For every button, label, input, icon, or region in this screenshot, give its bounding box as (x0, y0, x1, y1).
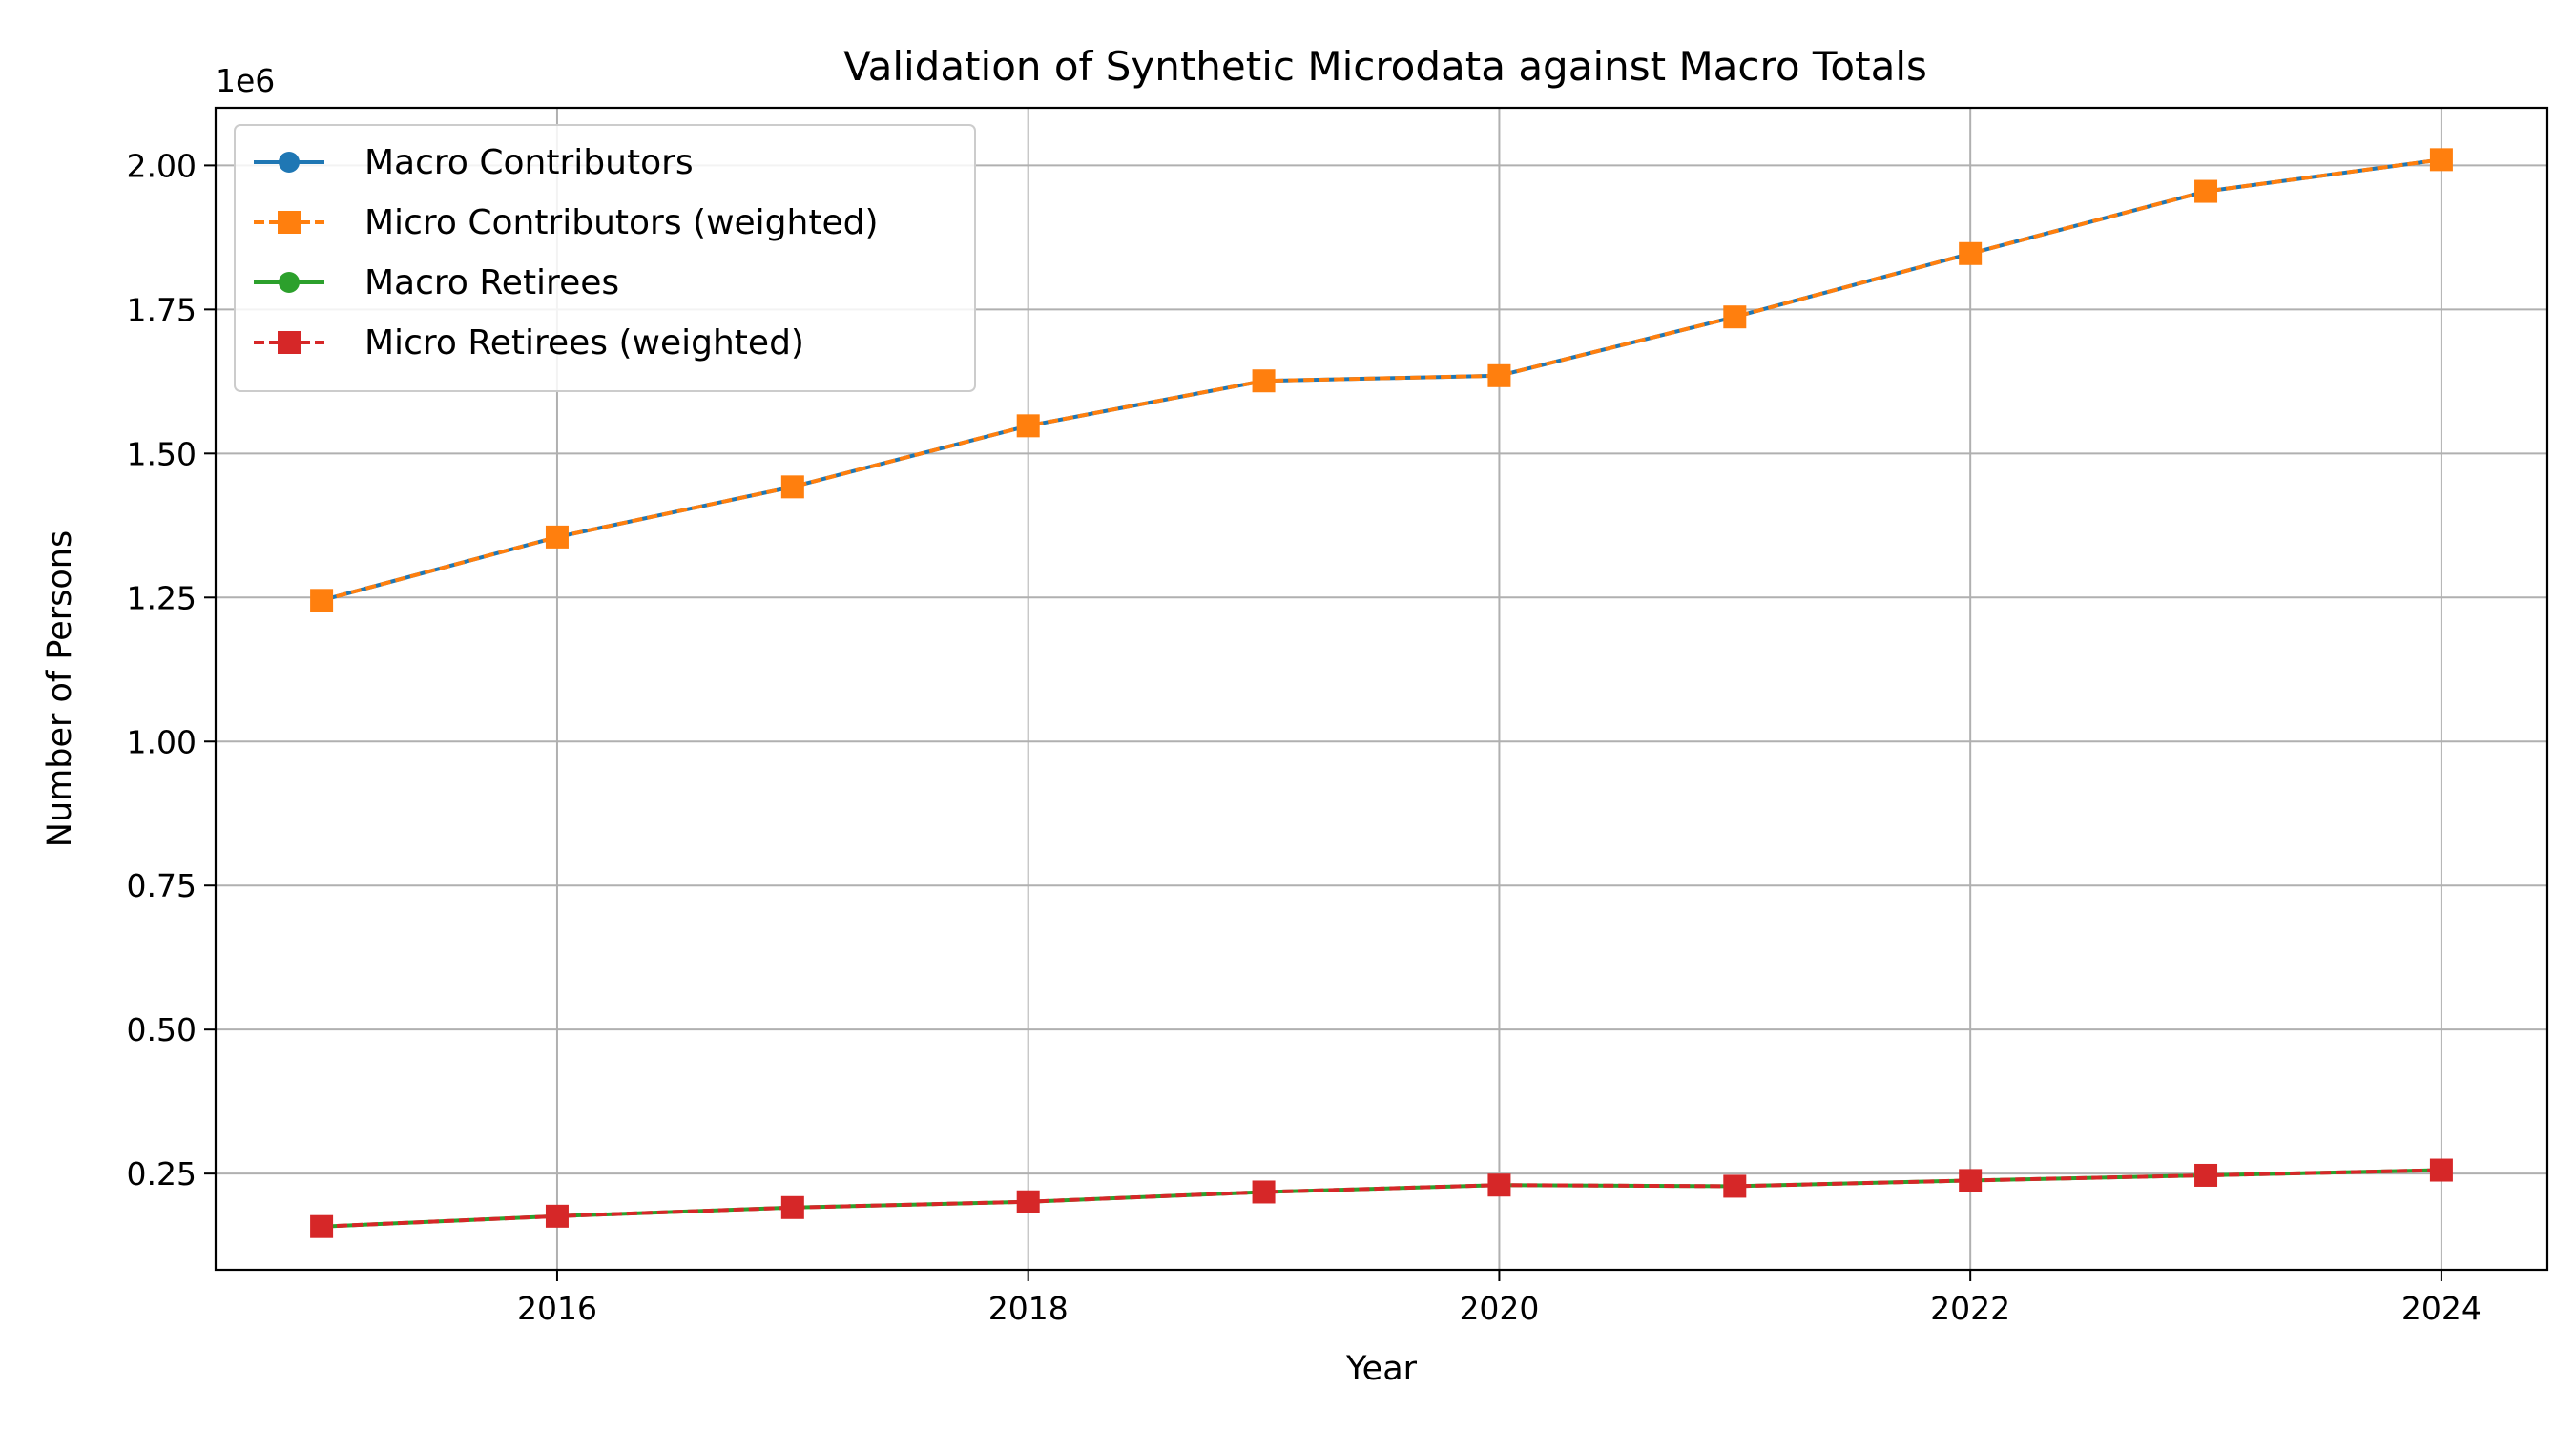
x-tick-label: 2016 (517, 1290, 597, 1327)
data-point (1723, 305, 1747, 329)
data-point (1959, 241, 1983, 265)
legend-entry: Micro Contributors (weighted) (254, 203, 879, 242)
legend-label: Macro Contributors (364, 143, 694, 182)
x-tick-label: 2018 (988, 1290, 1069, 1327)
legend-marker (279, 272, 300, 293)
plot-series (310, 148, 2453, 1238)
data-point (2429, 1158, 2453, 1182)
legend-marker (278, 211, 301, 234)
grid-lines (216, 108, 2547, 1270)
x-axis-ticks: 2016 2018 2020 2022 2024 (517, 1270, 2482, 1327)
legend-marker (278, 331, 301, 354)
chart-title: Validation of Synthetic Microdata agains… (843, 43, 1927, 90)
x-tick-label: 2024 (2401, 1290, 2482, 1327)
x-tick-label: 2020 (1459, 1290, 1539, 1327)
legend-entry: Macro Contributors (254, 143, 694, 182)
legend-label: Macro Retirees (364, 263, 619, 302)
data-point (545, 1204, 569, 1228)
legend-entry: Micro Retirees (weighted) (254, 323, 804, 363)
y-axis-ticks: 0.25 0.50 0.75 1.00 1.25 1.50 1.75 2.00 (127, 147, 216, 1192)
data-point (545, 525, 569, 549)
legend: Macro Contributors Micro Contributors (we… (234, 124, 976, 392)
series-line (322, 1168, 2441, 1229)
data-point (310, 589, 334, 612)
data-point (1487, 1173, 1511, 1197)
data-point (1016, 414, 1040, 438)
legend-label: Micro Retirees (weighted) (364, 323, 804, 363)
y-tick-label: 1.00 (127, 723, 197, 760)
data-point (1959, 1169, 1983, 1192)
legend-marker (279, 152, 300, 173)
data-point (1252, 1180, 1276, 1204)
data-point (780, 475, 804, 499)
data-point (2194, 179, 2218, 203)
data-point (1016, 1190, 1040, 1213)
y-tick-label: 1.25 (127, 579, 197, 616)
data-point (1487, 363, 1511, 387)
data-point (2194, 1163, 2218, 1187)
y-tick-label: 1.75 (127, 291, 197, 328)
series-line (321, 157, 2442, 603)
y-tick-label: 0.25 (127, 1155, 197, 1192)
legend-entry: Macro Retirees (254, 263, 619, 302)
x-tick-label: 2022 (1930, 1290, 2010, 1327)
y-offset-label: 1e6 (216, 62, 275, 99)
plot-area-frame (214, 106, 2549, 1272)
data-point (2429, 148, 2453, 172)
y-tick-label: 2.00 (127, 147, 197, 184)
data-point (1252, 369, 1276, 393)
y-axis-label: Number of Persons (41, 530, 79, 847)
series-micro-retirees-weighted (310, 1158, 2453, 1238)
legend-label: Micro Contributors (weighted) (364, 203, 879, 242)
y-tick-label: 1.50 (127, 435, 197, 472)
data-point (1723, 1174, 1747, 1198)
y-tick-label: 0.50 (127, 1011, 197, 1048)
y-tick-label: 0.75 (127, 867, 197, 904)
x-axis-label: Year (1345, 1350, 1418, 1388)
data-point (780, 1195, 804, 1219)
series-micro-contributors-weighted (310, 148, 2453, 612)
legend-box (234, 124, 976, 392)
data-point (310, 1214, 334, 1238)
